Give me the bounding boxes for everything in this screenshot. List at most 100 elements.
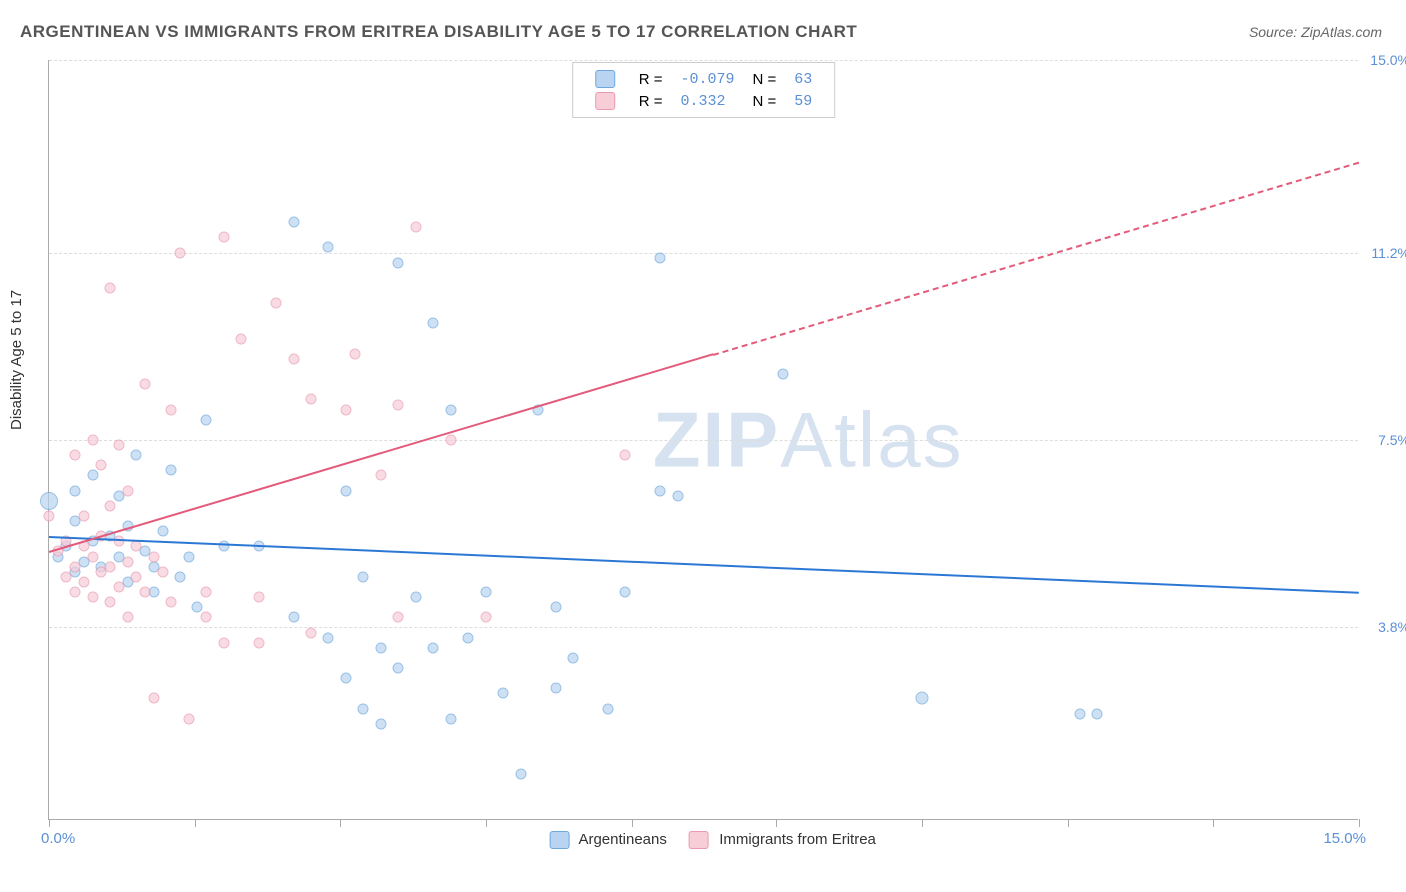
scatter-point: [105, 597, 116, 608]
scatter-point: [78, 576, 89, 587]
y-tick-label: 15.0%: [1370, 52, 1406, 68]
scatter-point: [288, 353, 299, 364]
scatter-point: [375, 718, 386, 729]
scatter-point: [175, 247, 186, 258]
scatter-point: [393, 399, 404, 410]
grid-line: [49, 440, 1358, 441]
scatter-point: [393, 663, 404, 674]
scatter-point: [375, 470, 386, 481]
x-tick: [632, 819, 633, 827]
scatter-point: [105, 283, 116, 294]
scatter-point: [306, 394, 317, 405]
scatter-point: [480, 612, 491, 623]
x-axis-min-label: 0.0%: [41, 830, 75, 847]
scatter-point: [175, 571, 186, 582]
scatter-point: [122, 485, 133, 496]
grid-line: [49, 60, 1358, 61]
scatter-point: [105, 500, 116, 511]
scatter-point: [323, 242, 334, 253]
scatter-point: [323, 632, 334, 643]
scatter-point: [140, 379, 151, 390]
x-tick: [1068, 819, 1069, 827]
x-tick: [195, 819, 196, 827]
scatter-point: [157, 526, 168, 537]
scatter-point: [236, 333, 247, 344]
y-axis-label: Disability Age 5 to 17: [8, 290, 25, 430]
scatter-point: [166, 465, 177, 476]
scatter-point: [122, 556, 133, 567]
y-tick-label: 3.8%: [1378, 619, 1406, 635]
scatter-point: [620, 587, 631, 598]
scatter-point: [445, 404, 456, 415]
scatter-point: [131, 541, 142, 552]
scatter-point: [201, 414, 212, 425]
scatter-point: [148, 551, 159, 562]
scatter-point: [672, 490, 683, 501]
scatter-point: [201, 587, 212, 598]
r-value-1: 0.332: [672, 91, 742, 111]
scatter-point: [498, 688, 509, 699]
scatter-point: [288, 217, 299, 228]
scatter-point: [463, 632, 474, 643]
x-tick: [486, 819, 487, 827]
scatter-point: [87, 470, 98, 481]
scatter-point: [428, 642, 439, 653]
swatch-series-1: [595, 92, 615, 110]
scatter-point: [655, 485, 666, 496]
scatter-point: [192, 602, 203, 613]
scatter-point: [358, 571, 369, 582]
n-label: N =: [745, 69, 785, 89]
scatter-point: [78, 511, 89, 522]
x-tick: [49, 819, 50, 827]
scatter-point: [349, 348, 360, 359]
scatter-point: [445, 713, 456, 724]
scatter-point: [480, 587, 491, 598]
scatter-point: [393, 612, 404, 623]
y-tick-label: 7.5%: [1378, 432, 1406, 448]
y-tick-label: 11.2%: [1371, 245, 1406, 261]
scatter-point: [253, 592, 264, 603]
scatter-point: [122, 612, 133, 623]
scatter-point: [113, 536, 124, 547]
swatch-series-0: [595, 70, 615, 88]
scatter-point: [515, 769, 526, 780]
x-tick: [776, 819, 777, 827]
scatter-point: [340, 673, 351, 684]
scatter-point: [157, 566, 168, 577]
x-tick: [1213, 819, 1214, 827]
scatter-point: [44, 511, 55, 522]
scatter-point: [70, 450, 81, 461]
scatter-point: [375, 642, 386, 653]
x-tick: [1359, 819, 1360, 827]
r-label: R =: [631, 91, 671, 111]
r-value-0: -0.079: [672, 69, 742, 89]
scatter-point: [1074, 708, 1085, 719]
n-label: N =: [745, 91, 785, 111]
legend-row-series-0: R = -0.079 N = 63: [587, 69, 821, 89]
scatter-point: [602, 703, 613, 714]
source-attribution: Source: ZipAtlas.com: [1249, 24, 1382, 40]
swatch-series-0: [549, 831, 569, 849]
n-value-1: 59: [786, 91, 820, 111]
scatter-point: [916, 692, 929, 705]
scatter-point: [620, 450, 631, 461]
scatter-point: [428, 318, 439, 329]
scatter-point: [183, 551, 194, 562]
scatter-point: [271, 298, 282, 309]
scatter-point: [87, 551, 98, 562]
scatter-point: [550, 683, 561, 694]
scatter-point: [70, 587, 81, 598]
n-value-0: 63: [786, 69, 820, 89]
scatter-point: [87, 592, 98, 603]
chart-plot-area: ZIPAtlas R = -0.079 N = 63 R = 0.332 N =…: [48, 60, 1358, 820]
scatter-point: [340, 485, 351, 496]
scatter-point: [148, 693, 159, 704]
x-axis-max-label: 15.0%: [1323, 830, 1366, 847]
scatter-point: [105, 561, 116, 572]
scatter-point: [306, 627, 317, 638]
scatter-point: [113, 581, 124, 592]
scatter-point: [183, 713, 194, 724]
scatter-point: [166, 404, 177, 415]
scatter-point: [777, 369, 788, 380]
scatter-point: [410, 592, 421, 603]
